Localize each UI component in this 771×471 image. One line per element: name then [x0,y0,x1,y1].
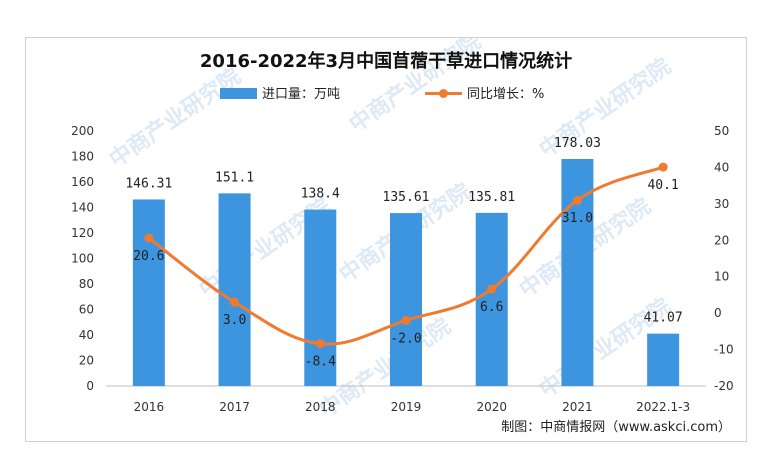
y-right-tick: 20 [714,233,729,247]
line-point [401,315,411,325]
line-point [658,162,668,172]
bar [647,333,680,386]
legend-bar-label: 进口量：万吨 [262,87,340,102]
y-left-tick: 120 [71,226,94,240]
source-text: 制图：中商情报网（www.askci.com） [501,420,731,435]
x-tick: 2020 [476,400,507,414]
line-value-label: 40.1 [647,178,678,193]
bar-value-label: 151.1 [215,170,254,185]
bar-value-label: 138.4 [301,187,340,202]
bar-value-label: 178.03 [554,136,601,151]
y-right-tick: 10 [714,270,729,284]
line-point [572,195,582,205]
line-value-label: 20.6 [133,249,164,264]
y-left-tick: 100 [71,252,94,266]
watermark-text: 中商产业研究院 [105,63,246,173]
chart-title: 2016-2022年3月中国苜蓿干草进口情况统计 [200,50,572,72]
x-tick: 2016 [134,400,165,414]
y-left-tick: 140 [71,201,94,215]
line-value-label: -2.0 [390,331,421,346]
chart-frame: 中商产业研究院 中商产业研究院 中商产业研究院 中商产业研究院 中商产业研究院 中商产业研… [25,37,747,442]
y-left-tick: 20 [79,354,94,368]
bar [218,193,251,386]
bar [132,199,165,386]
y-left-tick: 180 [71,150,94,164]
y-left-tick: 40 [79,328,94,342]
legend-line-label: 同比增长：% [467,87,544,102]
line-value-label: 3.0 [223,313,246,328]
y-left-tick: 200 [71,124,94,138]
bar [475,212,508,386]
legend: 进口量：万吨 同比增长：% [220,87,544,102]
line-point [487,284,497,294]
y-right-tick: 40 [714,160,729,174]
bar [390,213,422,386]
legend-bar-swatch [220,88,257,99]
y-left-tick: 60 [79,303,94,317]
y-left-tick: 80 [79,277,94,291]
y-right-tick: 0 [714,306,722,320]
x-tick: 2022.1-3 [636,400,690,414]
bar-value-label: 135.61 [383,190,430,205]
bar-value-label: 146.31 [125,176,172,191]
y-left-tick: 0 [86,379,94,393]
line-point [315,339,325,349]
y-right-tick: -20 [714,379,734,393]
x-tick: 2019 [391,400,422,414]
y-right-tick: -10 [714,343,734,357]
line-series [144,162,668,349]
line-value-label: -8.4 [305,355,336,370]
x-tick: 2018 [305,400,336,414]
x-tick: 2017 [219,400,250,414]
line-point [230,297,240,307]
bar-value-label: 41.07 [644,311,683,326]
data-labels: 146.31 151.1 138.4 135.61 135.81 178.03 41.07 2… [125,136,682,370]
axes: 0 20 40 60 80 100 120 140 160 180 200 -20 -10 0 10 20 30… [71,124,734,414]
y-left-tick: 160 [71,175,94,189]
y-right-tick: 50 [714,124,729,138]
line-point [144,233,154,243]
bar [304,209,337,386]
y-right-tick: 30 [714,197,729,211]
line-value-label: 6.6 [480,300,503,315]
line-value-label: 31.0 [562,211,593,226]
legend-line-marker [439,89,448,98]
bar-value-label: 135.81 [468,190,515,205]
x-tick: 2021 [562,400,593,414]
